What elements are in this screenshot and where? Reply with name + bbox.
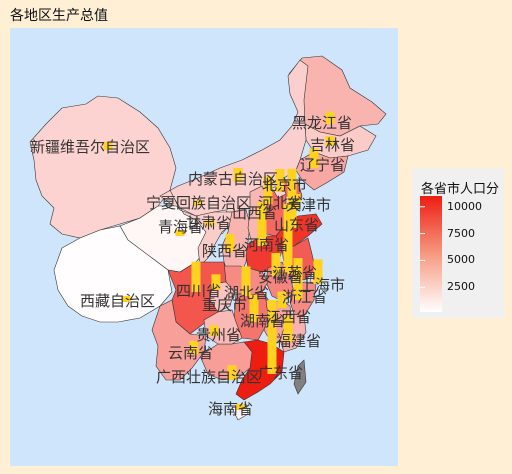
gdp-bar-15 bbox=[257, 209, 267, 246]
gdp-bar-23 bbox=[283, 315, 293, 342]
province-region-1 bbox=[304, 123, 377, 159]
legend-tick-label-1: 7500 bbox=[447, 226, 475, 240]
province-label-3: 新疆维吾尔自治区 bbox=[30, 138, 151, 156]
gdp-bar-18 bbox=[313, 259, 323, 284]
gdp-bar-30 bbox=[189, 340, 199, 354]
province-label-20: 湖南省 bbox=[240, 312, 286, 330]
gdp-bar-1 bbox=[121, 296, 131, 302]
gdp-bar-22 bbox=[277, 291, 287, 308]
province-label-16: 安徽省 bbox=[258, 268, 304, 286]
gdp-bar-28 bbox=[211, 274, 221, 290]
gdp-bar-26 bbox=[235, 404, 245, 410]
province-label-19: 湖北省 bbox=[224, 284, 270, 302]
province-label-12: 天津市 bbox=[286, 196, 332, 214]
province-label-1: 吉林省 bbox=[310, 136, 356, 154]
province-label-17: 上海市 bbox=[300, 276, 346, 294]
gdp-bar-7 bbox=[257, 201, 267, 214]
province-label-22: 福建省 bbox=[276, 332, 322, 350]
gdp-bar-25 bbox=[227, 365, 237, 380]
province-label-2: 辽宁省 bbox=[300, 156, 346, 174]
gdp-bar-12 bbox=[325, 136, 335, 146]
province-label-24: 广西壮族自治区 bbox=[156, 368, 262, 386]
province-label-13: 山东省 bbox=[274, 216, 320, 234]
legend-title: 各省市人口分 bbox=[421, 182, 500, 197]
gdp-bar-16 bbox=[283, 204, 293, 274]
province-region-29 bbox=[151, 299, 207, 381]
province-label-6: 青海省 bbox=[158, 218, 204, 236]
legend-colorbar bbox=[420, 196, 442, 312]
legend-tick-label-2: 5000 bbox=[447, 253, 475, 267]
gdp-bar-10 bbox=[263, 176, 273, 204]
province-label-7: 甘肃省 bbox=[186, 214, 232, 232]
province-label-5: 宁夏回族自治区 bbox=[146, 194, 252, 212]
legend-ticks bbox=[420, 206, 425, 288]
gdp-bar-8 bbox=[275, 168, 285, 192]
legend-tick-label-3: 2500 bbox=[447, 280, 475, 294]
province-label-26: 四川省 bbox=[176, 282, 222, 300]
gdp-bar-11 bbox=[309, 148, 319, 168]
province-label-11: 北京市 bbox=[262, 176, 308, 194]
province-label-10: 河北省 bbox=[258, 194, 304, 212]
gdp-bar-14 bbox=[287, 168, 297, 228]
gdp-bar-24 bbox=[267, 300, 277, 374]
gdp-bar-19 bbox=[293, 258, 303, 300]
gdp-bar-4 bbox=[205, 219, 215, 226]
gdp-bar-2 bbox=[175, 230, 185, 236]
province-label-28: 贵州省 bbox=[196, 326, 242, 344]
province-region-30 bbox=[53, 225, 173, 323]
gdp-bar-6 bbox=[225, 233, 235, 252]
province-label-18: 浙江省 bbox=[282, 288, 328, 306]
gdp-bars bbox=[103, 111, 335, 410]
gdp-bar-0 bbox=[103, 141, 113, 150]
gdp-bar-20 bbox=[241, 266, 251, 296]
province-label-15: 江苏省 bbox=[272, 264, 318, 282]
gdp-bar-3 bbox=[193, 200, 203, 206]
province-label-0: 黑龙江省 bbox=[292, 114, 353, 132]
province-label-27: 重庆市 bbox=[202, 296, 248, 314]
province-label-14: 河南省 bbox=[244, 236, 290, 254]
province-label-9: 山西省 bbox=[232, 204, 278, 222]
province-regions bbox=[29, 55, 387, 421]
province-label-25: 海南省 bbox=[208, 400, 254, 418]
gdp-bar-5 bbox=[233, 168, 243, 182]
province-label-8: 陕西省 bbox=[202, 242, 248, 260]
gdp-bar-17 bbox=[271, 252, 281, 276]
legend-tick-label-0: 10000 bbox=[447, 199, 482, 213]
gdp-bar-21 bbox=[249, 294, 259, 322]
province-label-30: 西藏自治区 bbox=[80, 292, 156, 310]
gdp-bar-13 bbox=[325, 111, 335, 124]
province-region-31 bbox=[293, 359, 307, 395]
province-label-21: 江西省 bbox=[266, 308, 312, 326]
chart-title: 各地区生产总值 bbox=[10, 8, 108, 24]
province-region-2 bbox=[295, 151, 349, 191]
province-label-29: 云南省 bbox=[168, 344, 214, 362]
province-label-4: 内蒙古自治区 bbox=[188, 170, 279, 188]
gdp-bar-29 bbox=[209, 325, 219, 336]
gdp-bar-27 bbox=[191, 261, 201, 292]
province-label-23: 广东省 bbox=[258, 364, 304, 382]
province-region-7 bbox=[169, 189, 233, 267]
